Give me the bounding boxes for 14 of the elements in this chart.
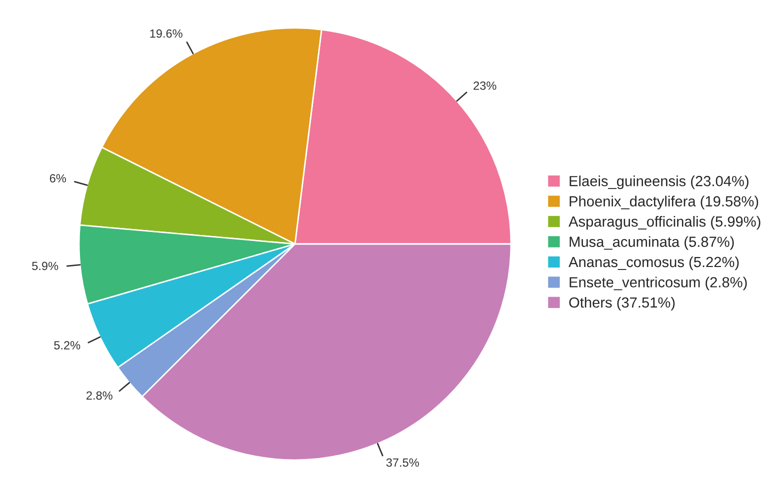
legend-label: Asparagus_officinalis (5.99%) [568,216,760,230]
data-label: 5.9% [32,262,58,270]
data-label: 6% [50,174,66,182]
data-label: 23% [474,81,496,90]
legend-label: Ananas_comosus (5.22%) [568,256,739,270]
data-label: 37.5% [386,458,419,467]
data-label: 5.2% [54,341,80,350]
legend-label: Elaeis_guineensis (23.04%) [570,176,748,190]
legend-label: Others (37.51%) [569,296,675,311]
legend-label: Phoenix_dactylifera (19.58%) [570,196,758,210]
data-label: 19.6% [150,29,182,38]
legend-label: Ensete_ventricosum (2.8%) [570,276,747,290]
legend-label: Musa_acuminata (5.87%) [570,236,734,250]
data-label: 2.8% [86,391,112,400]
